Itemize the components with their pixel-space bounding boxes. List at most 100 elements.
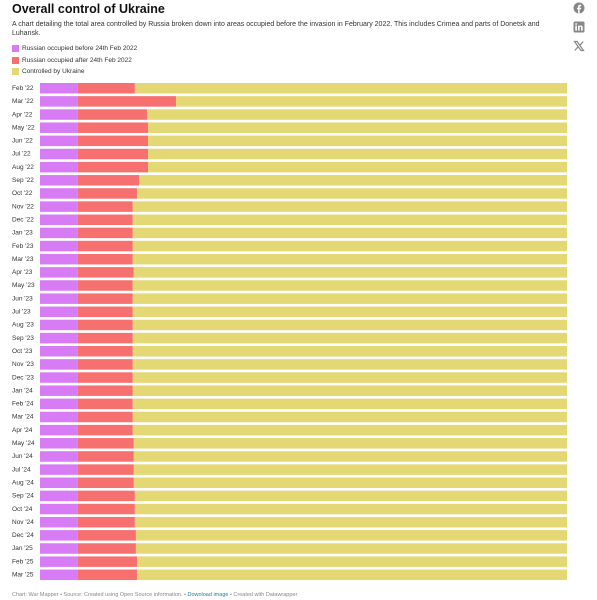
- bar-segment: [132, 227, 567, 239]
- source: Source: Created using Open Source inform…: [63, 592, 183, 598]
- bar-segment: [77, 306, 133, 318]
- bar-segment: [133, 451, 567, 462]
- bar-segment: [77, 135, 149, 147]
- bar-segment: [40, 332, 78, 344]
- y-tick-label: Mar '23: [12, 256, 34, 263]
- y-tick-label: Apr '22: [12, 111, 33, 118]
- bar-segment: [136, 569, 567, 581]
- y-tick-label: Feb '25: [12, 558, 34, 565]
- bar-segment: [77, 96, 176, 107]
- chart-subtitle: A chart detailing the total area control…: [12, 21, 540, 37]
- bar-segment: [77, 83, 135, 94]
- bar-segment: [77, 253, 133, 265]
- y-tick-label: Feb '23: [12, 243, 34, 250]
- bar-segment: [40, 109, 78, 120]
- bar-segment: [135, 543, 567, 554]
- bar-segment: [77, 385, 133, 396]
- bar-segment: [77, 438, 134, 449]
- bar-segment: [40, 438, 78, 449]
- chart-title: Overall control of Ukraine: [12, 2, 165, 16]
- y-tick-label: Sep '24: [12, 493, 34, 500]
- y-tick-label: Feb '22: [12, 85, 34, 92]
- legend-swatch: [12, 45, 19, 53]
- bar-segment: [77, 359, 133, 370]
- x-icon[interactable]: [573, 40, 585, 52]
- bar-segment: [77, 240, 133, 252]
- bar-segment: [40, 503, 78, 515]
- bar-segment: [40, 372, 78, 383]
- bar-segment: [132, 201, 567, 212]
- y-tick-label: Jan '23: [12, 230, 33, 237]
- download-link[interactable]: Download image: [187, 592, 229, 598]
- y-tick-label: Apr '23: [12, 269, 33, 276]
- y-tick-label: Aug '23: [12, 322, 34, 329]
- bar-segment: [132, 214, 567, 225]
- y-tick-label: Jun '22: [12, 138, 33, 145]
- bar-segment: [146, 109, 567, 120]
- legend-label: Russian occupied after 24th Feb 2022: [22, 56, 132, 64]
- linkedin-icon[interactable]: [573, 21, 585, 33]
- bar-segment: [40, 490, 78, 502]
- y-tick-label: Nov '22: [12, 203, 34, 210]
- bar-segment: [40, 135, 78, 147]
- legend-label: Russian occupied before 24th Feb 2022: [22, 45, 138, 53]
- y-tick-label: Jan '24: [12, 387, 33, 394]
- bar-segment: [175, 96, 567, 107]
- bar-segment: [136, 188, 567, 199]
- y-tick-label: Jun '24: [12, 453, 33, 460]
- bar-segment: [133, 267, 567, 278]
- legend-item: Russian occupied after 24th Feb 2022: [12, 55, 137, 67]
- bar-segment: [77, 109, 147, 120]
- bar-segment: [77, 214, 133, 225]
- bar-segment: [148, 135, 567, 147]
- share-icons: [573, 2, 585, 59]
- bar-segment: [132, 240, 567, 252]
- bar-segment: [132, 424, 567, 436]
- bar-segment: [40, 122, 78, 133]
- bar-segment: [40, 530, 78, 541]
- bar-segment: [40, 464, 78, 475]
- y-tick-label: Sep '23: [12, 335, 34, 342]
- bar-segment: [133, 477, 567, 488]
- y-tick-label: May '24: [12, 440, 35, 447]
- bar-segment: [40, 201, 78, 212]
- bar-segment: [148, 122, 567, 133]
- bar-segment: [132, 385, 567, 396]
- facebook-icon[interactable]: [573, 2, 585, 14]
- y-tick-label: May '23: [12, 282, 35, 289]
- bar-segment: [134, 490, 568, 502]
- bar-segment: [77, 293, 133, 304]
- y-tick-label: Jul '22: [12, 151, 31, 158]
- bar-segment: [40, 148, 78, 160]
- bar-segment: [40, 569, 78, 581]
- bar-segment: [40, 556, 78, 567]
- bar-segment: [77, 280, 133, 291]
- y-tick-label: Apr '24: [12, 427, 33, 434]
- bar-segment: [40, 83, 78, 94]
- created-with: Created with Datawrapper: [233, 592, 298, 598]
- y-tick-label: Aug '24: [12, 479, 34, 486]
- y-tick-label: Jul '24: [12, 466, 31, 473]
- y-tick-label: Oct '24: [12, 506, 33, 513]
- bar-segment: [77, 398, 133, 410]
- y-tick-label: May '22: [12, 124, 35, 131]
- bar-segment: [77, 543, 136, 554]
- bar-segment: [77, 530, 136, 541]
- y-tick-label: Nov '24: [12, 519, 34, 526]
- bar-segment: [77, 161, 149, 173]
- y-tick-label: Dec '22: [12, 216, 34, 223]
- y-tick-label: Jan '25: [12, 545, 33, 552]
- legend-swatch: [12, 56, 19, 64]
- bar-segment: [77, 516, 135, 528]
- bar-segment: [132, 372, 567, 383]
- y-tick-label: Mar '25: [12, 572, 34, 579]
- bar-segment: [40, 306, 78, 318]
- bar-segment: [132, 293, 567, 304]
- y-tick-label: Jun '23: [12, 295, 33, 302]
- bar-segment: [40, 280, 78, 291]
- bar-segment: [40, 214, 78, 225]
- bar-segment: [77, 503, 135, 515]
- y-tick-label: Sep '22: [12, 177, 34, 184]
